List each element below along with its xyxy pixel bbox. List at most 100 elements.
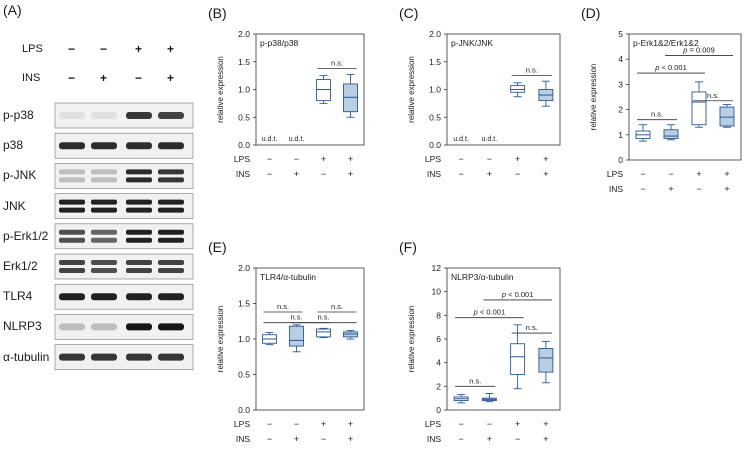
blot-sign: + [167, 71, 175, 85]
blot-band [126, 229, 152, 235]
blot-sign: + [100, 71, 108, 85]
y-axis-label: relative expression [589, 64, 598, 131]
blot-sign: − [68, 42, 76, 56]
blot-band [59, 169, 85, 175]
ins-sign: + [668, 184, 673, 194]
p-value: < 0.001 [478, 308, 505, 317]
box [510, 343, 526, 375]
y-tick-label: 1.0 [429, 85, 441, 95]
blot-band [91, 229, 117, 235]
udt-label: u.d.t. [482, 136, 498, 143]
significance-label: n.s. [277, 302, 289, 311]
blot-row-label: p38 [3, 138, 24, 153]
y-tick-label: 0.5 [238, 112, 250, 122]
box [343, 83, 358, 113]
ins-sign: + [294, 169, 299, 179]
plot-frame [628, 33, 742, 161]
blot-band [126, 237, 152, 243]
significance-label: n.s. [526, 66, 538, 75]
box [663, 129, 679, 140]
blot-band [59, 229, 85, 235]
p-symbol: p [473, 308, 478, 317]
y-tick-label: 8 [436, 310, 441, 320]
ins-sign: − [267, 434, 272, 444]
ins-sign: − [321, 434, 326, 444]
lps-sign: − [640, 169, 645, 179]
blot-band [126, 293, 152, 301]
blot-band [91, 142, 117, 150]
blot-band [126, 112, 152, 119]
blot-band [59, 268, 85, 273]
y-tick-label: 4 [436, 358, 441, 368]
y-tick-label: 1.0 [238, 334, 250, 344]
udt-label: u.d.t. [262, 136, 278, 143]
blot-band [126, 353, 152, 361]
blot-band [59, 323, 85, 331]
ins-row-label: INS [427, 434, 442, 444]
blot-band [158, 237, 184, 243]
blot-band [158, 112, 184, 119]
blot-sign: − [100, 42, 108, 56]
lps-sign: + [321, 154, 326, 164]
lps-sign: − [668, 169, 673, 179]
blot-band [91, 199, 117, 205]
y-tick-label: 0 [618, 155, 623, 165]
lps-row-label: LPS [425, 419, 441, 429]
y-tick-label: 5 [618, 29, 623, 39]
panel-label: (F) [399, 239, 417, 255]
p-value: = 0.009 [687, 45, 714, 54]
lps-sign: + [696, 169, 701, 179]
blot-band [91, 237, 117, 243]
blot-band [59, 177, 85, 183]
ins-sign: + [543, 434, 548, 444]
udt-label: u.d.t. [453, 136, 469, 143]
blot-band [126, 207, 152, 213]
blot-band [59, 293, 85, 301]
blot-band [91, 353, 117, 361]
p-value: < 0.001 [506, 290, 533, 299]
ins-sign: + [487, 434, 492, 444]
lps-sign: + [724, 169, 729, 179]
blot-strip [54, 163, 194, 189]
blot-band [59, 237, 85, 243]
y-tick-label: 3 [618, 79, 623, 89]
box [316, 328, 331, 338]
ins-sign: + [294, 434, 299, 444]
lps-sign: + [321, 419, 326, 429]
blot-row-label: JNK [3, 198, 26, 213]
blot-band [59, 142, 85, 150]
blot-band [158, 199, 184, 205]
ins-sign: − [640, 184, 645, 194]
box [538, 348, 554, 373]
blot-band [158, 169, 184, 175]
blot-band [91, 323, 117, 331]
blot-band [91, 260, 117, 265]
ins-row-label: INS [427, 169, 442, 179]
lps-sign: + [543, 154, 548, 164]
significance-label: p < 0.001 [473, 308, 506, 317]
ins-sign: − [321, 169, 326, 179]
chart-title: TLR4/α-tubulin [260, 272, 316, 282]
lps-sign: − [487, 419, 492, 429]
lps-sign: − [458, 419, 463, 429]
box [289, 325, 304, 347]
ins-sign: + [543, 169, 548, 179]
blot-band [59, 353, 85, 361]
lps-row-label: LPS [234, 154, 250, 164]
udt-label: u.d.t. [289, 136, 305, 143]
chart-title: p-Erk1&2/Erk1&2 [633, 38, 699, 48]
blot-band [158, 268, 184, 273]
significance-label: n.s. [526, 323, 538, 332]
blot-lps-label: LPS [22, 43, 43, 55]
panel-label: (D) [581, 5, 600, 21]
significance-label: p < 0.001 [654, 63, 687, 72]
blot-band [158, 293, 184, 301]
significance-label: n.s. [317, 313, 329, 322]
lps-sign: − [458, 154, 463, 164]
y-axis-label: relative expression [407, 56, 416, 123]
box [691, 91, 707, 126]
panel-label: (C) [399, 5, 418, 21]
blot-band [158, 260, 184, 265]
